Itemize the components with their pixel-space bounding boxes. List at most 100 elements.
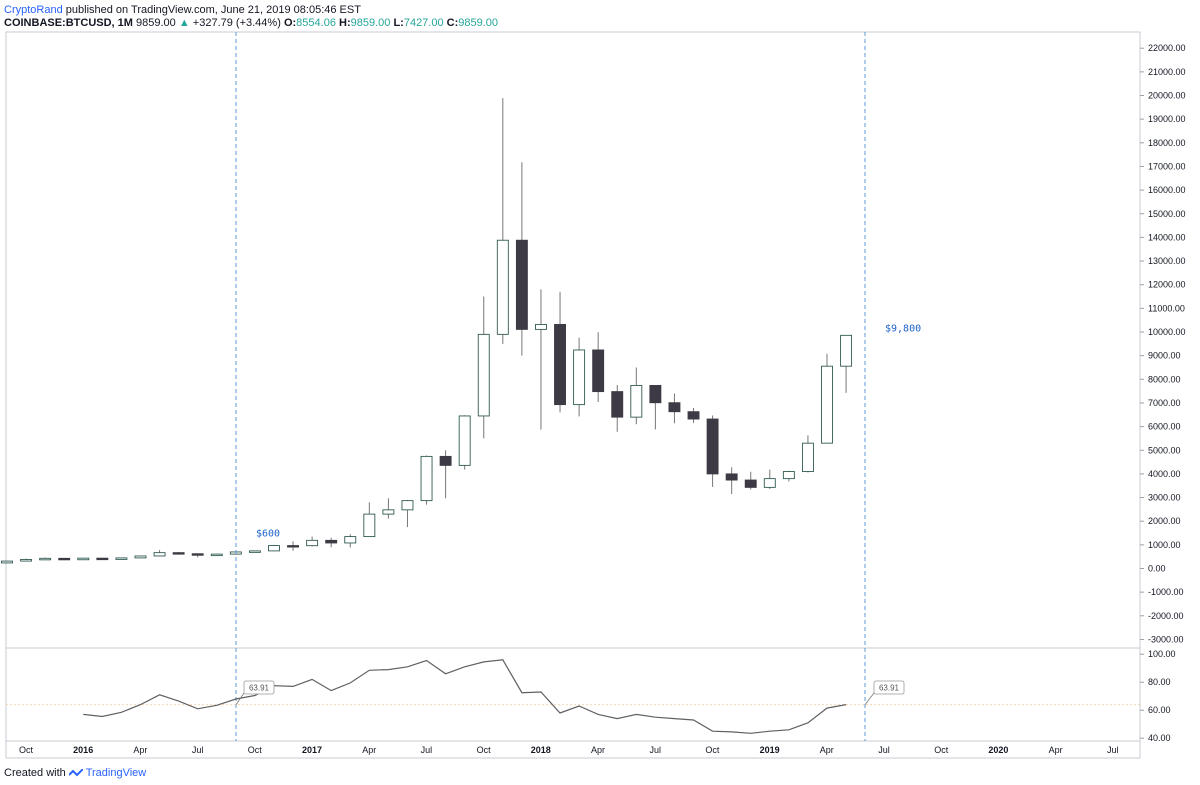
price-axis[interactable]: 22000.00 21000.00 20000.00 19000.00 18000.00… — [1140, 43, 1186, 743]
bull-candle-body — [401, 500, 414, 511]
chart-header-line2: COINBASE:BTCUSD, 1M 9859.00 ▲ +327.79 (+… — [4, 16, 498, 30]
bull-candle-body — [363, 513, 376, 538]
bear-candle-body — [744, 479, 757, 488]
candle — [306, 536, 319, 547]
time-tick-label: Apr — [1049, 745, 1063, 755]
price-tick-label: 10000.00 — [1148, 327, 1186, 337]
bull-candle-body — [782, 471, 795, 480]
time-tick-label: Jul — [421, 745, 433, 755]
candle — [115, 557, 128, 560]
time-axis[interactable]: Oct 2016 Apr Jul Oct 2017 Apr Jul Oct 2018 Apr Jul O… — [19, 745, 1119, 755]
price-tick-label: 22000.00 — [1148, 43, 1186, 53]
price-tick-label: -1000.00 — [1148, 587, 1184, 597]
annotation-600: $600 — [256, 528, 280, 539]
symbol-label: COINBASE:BTCUSD, 1M — [4, 17, 133, 29]
price-tick-label: 6000.00 — [1148, 422, 1181, 432]
time-tick-label: 2017 — [302, 745, 322, 755]
candle — [134, 555, 147, 559]
candle — [801, 435, 814, 473]
callout-box — [243, 680, 275, 695]
time-tick-label: Oct — [248, 745, 263, 755]
annotations: $600 $9,800 — [235, 32, 921, 741]
candle — [268, 544, 280, 552]
candle — [210, 553, 223, 557]
time-tick-label: 2020 — [988, 745, 1008, 755]
bull-candle-body — [210, 553, 223, 557]
bear-candle-body — [668, 402, 681, 413]
time-tick-label: Jul — [878, 745, 890, 755]
bear-candle-body — [725, 473, 738, 481]
bull-candle-body — [153, 552, 166, 557]
candle — [840, 334, 853, 393]
candles — [1, 98, 853, 564]
price-tick-label: 12000.00 — [1148, 280, 1186, 290]
chart-svg[interactable]: 22000.00 21000.00 20000.00 19000.00 18000.00… — [0, 0, 1200, 765]
low-value: 7427.00 — [403, 17, 444, 29]
high-label: H: — [339, 17, 351, 29]
bull-candle-body — [344, 536, 357, 544]
price-tick-label: 8000.00 — [1148, 374, 1181, 384]
bear-candle-body — [554, 323, 566, 406]
time-tick-label: Apr — [362, 745, 376, 755]
rsi-tick-label: 40.00 — [1148, 733, 1171, 743]
close-label: C: — [446, 17, 459, 29]
candle — [515, 162, 528, 356]
callout-label: 63.91 — [879, 684, 900, 693]
bull-candle-body — [115, 557, 128, 560]
bull-candle-body — [77, 557, 90, 561]
author-link[interactable]: CryptoRand — [4, 4, 63, 16]
chart-border — [5, 31, 1141, 759]
callout-label: 63.91 — [249, 684, 270, 693]
candle — [344, 534, 357, 548]
candle — [58, 557, 71, 561]
rsi-pane: 63.91 63.91 — [6, 659, 1140, 734]
time-tick-label: Oct — [477, 745, 492, 755]
close-value: 9859.00 — [458, 17, 499, 29]
candle — [554, 291, 566, 413]
callout-leader — [235, 692, 245, 705]
footer: Created with TradingView — [4, 766, 146, 780]
callout-box — [873, 680, 905, 695]
candle — [248, 550, 261, 553]
candle — [153, 550, 166, 557]
tradingview-logo-icon — [68, 769, 83, 777]
candle — [20, 558, 33, 562]
rsi-line — [83, 659, 847, 734]
time-tick-label: Oct — [705, 745, 720, 755]
bull-candle-body — [573, 349, 586, 406]
bull-candle-body — [496, 239, 509, 335]
price-tick-label: -3000.00 — [1148, 634, 1184, 644]
candle — [668, 393, 681, 424]
price-tick-label: 4000.00 — [1148, 469, 1181, 479]
price-tick-label: 11000.00 — [1148, 303, 1185, 313]
candle — [763, 469, 776, 490]
bear-candle-body — [96, 557, 109, 561]
bull-candle-body — [134, 555, 147, 559]
change-arrow-icon: ▲ — [178, 17, 190, 29]
price-tick-label: 14000.00 — [1148, 232, 1186, 242]
bull-candle-body — [840, 334, 853, 367]
candle — [401, 499, 414, 528]
bull-candle-body — [535, 323, 547, 330]
bear-candle-body — [592, 349, 605, 393]
candle — [821, 353, 833, 444]
tradingview-brand[interactable]: TradingView — [85, 767, 147, 779]
candle — [172, 551, 185, 555]
bull-candle-body — [1, 560, 13, 564]
candle — [725, 467, 738, 495]
price-tick-label: 17000.00 — [1148, 161, 1186, 171]
candle — [477, 296, 490, 439]
bull-candle-body — [801, 442, 814, 472]
price-tick-label: 13000.00 — [1148, 256, 1186, 266]
bear-candle-body — [439, 455, 452, 466]
price-tick-label: 1000.00 — [1148, 540, 1181, 550]
bear-candle-body — [172, 552, 185, 555]
open-value: 8554.06 — [296, 17, 336, 29]
bull-candle-body — [420, 455, 433, 502]
bear-candle-body — [515, 239, 528, 330]
bull-candle-body — [39, 557, 52, 561]
callout-leader — [864, 692, 875, 705]
time-tick-label: 2019 — [760, 745, 780, 755]
time-tick-label: Jul — [649, 745, 661, 755]
candle — [39, 557, 52, 561]
